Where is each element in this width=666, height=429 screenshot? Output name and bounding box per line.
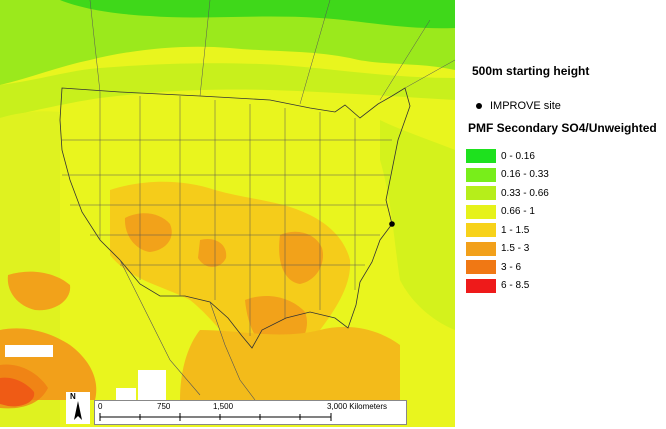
scale-bar: 0 750 1,500 3,000 Kilometers [94, 400, 407, 425]
zone-orange-1-5-b [279, 231, 324, 284]
legend-swatch [466, 241, 496, 256]
improve-site-icon [476, 102, 482, 109]
legend-improve-site: IMPROVE site [472, 100, 561, 112]
legend-class-label: 0.66 - 1 [501, 206, 535, 218]
legend-panel: 500m starting height IMPROVE site PMF Se… [456, 0, 666, 427]
legend-swatch [466, 167, 496, 182]
legend-class: 0.33 - 0.66 [466, 184, 549, 203]
zone-dark-orange-corner [0, 364, 48, 409]
zone-orange-1-5-e [198, 238, 227, 267]
map-panel[interactable] [0, 0, 455, 427]
state-lines [62, 92, 392, 336]
legend-class: 1 - 1.5 [466, 221, 549, 240]
zone-darkgreen-north [60, 0, 455, 29]
legend-swatch [466, 223, 496, 238]
nodata-gap-a [5, 345, 53, 357]
legend-class: 6 - 8.5 [466, 277, 549, 296]
legend-class-label: 6 - 8.5 [501, 280, 530, 292]
nodata-gap-b [138, 370, 166, 400]
north-arrow [66, 392, 90, 424]
legend-classes: 0 - 0.16 0.16 - 0.33 0.33 - 0.66 0.66 - … [466, 147, 549, 295]
legend-class-label: 0.16 - 0.33 [501, 169, 549, 181]
legend-swatch [466, 186, 496, 201]
starting-height-title: 500m starting height [472, 64, 590, 78]
scale-label-0: 0 [98, 402, 103, 411]
mexico-outline [119, 259, 256, 401]
legend-swatch [466, 278, 496, 293]
legend-class-label: 0 - 0.16 [501, 150, 535, 162]
legend-title: PMF Secondary SO4/Unweighted [468, 121, 657, 135]
legend-class: 0.66 - 1 [466, 203, 549, 222]
legend-class: 1.5 - 3 [466, 240, 549, 259]
zone-gulf [180, 326, 400, 400]
zone-atlantic [380, 120, 455, 330]
us-outline [59, 87, 411, 349]
legend-class: 0.16 - 0.33 [466, 166, 549, 185]
legend-class-label: 1 - 1.5 [501, 224, 530, 236]
scale-label-750: 750 [157, 402, 171, 411]
zone-green-north [0, 0, 455, 85]
nodata-gap-c [116, 388, 136, 402]
scale-label-3000: 3,000 Kilometers [327, 402, 388, 411]
map-canvas[interactable] [0, 0, 455, 427]
legend-class: 0 - 0.16 [466, 147, 549, 166]
zone-lightgreen-band [0, 63, 455, 118]
zone-orange-1-5-d [7, 271, 71, 311]
legend-swatch [466, 149, 496, 164]
scale-label-1500: 1,500 [213, 402, 234, 411]
legend-swatch [466, 260, 496, 275]
north-arrow-label: N [70, 392, 76, 401]
scale-bar-graphic [99, 413, 332, 421]
canada-lines [89, 0, 455, 105]
improve-site-marker[interactable] [389, 221, 395, 227]
legend-class-label: 0.33 - 0.66 [501, 187, 549, 199]
north-arrow-icon [74, 401, 82, 420]
improve-site-label: IMPROVE site [490, 100, 561, 112]
legend-class: 3 - 6 [466, 258, 549, 277]
legend-class-label: 3 - 6 [501, 261, 522, 273]
legend-class-label: 1.5 - 3 [501, 243, 530, 255]
zone-orange-1-5-a [124, 213, 172, 252]
legend-swatch [466, 204, 496, 219]
